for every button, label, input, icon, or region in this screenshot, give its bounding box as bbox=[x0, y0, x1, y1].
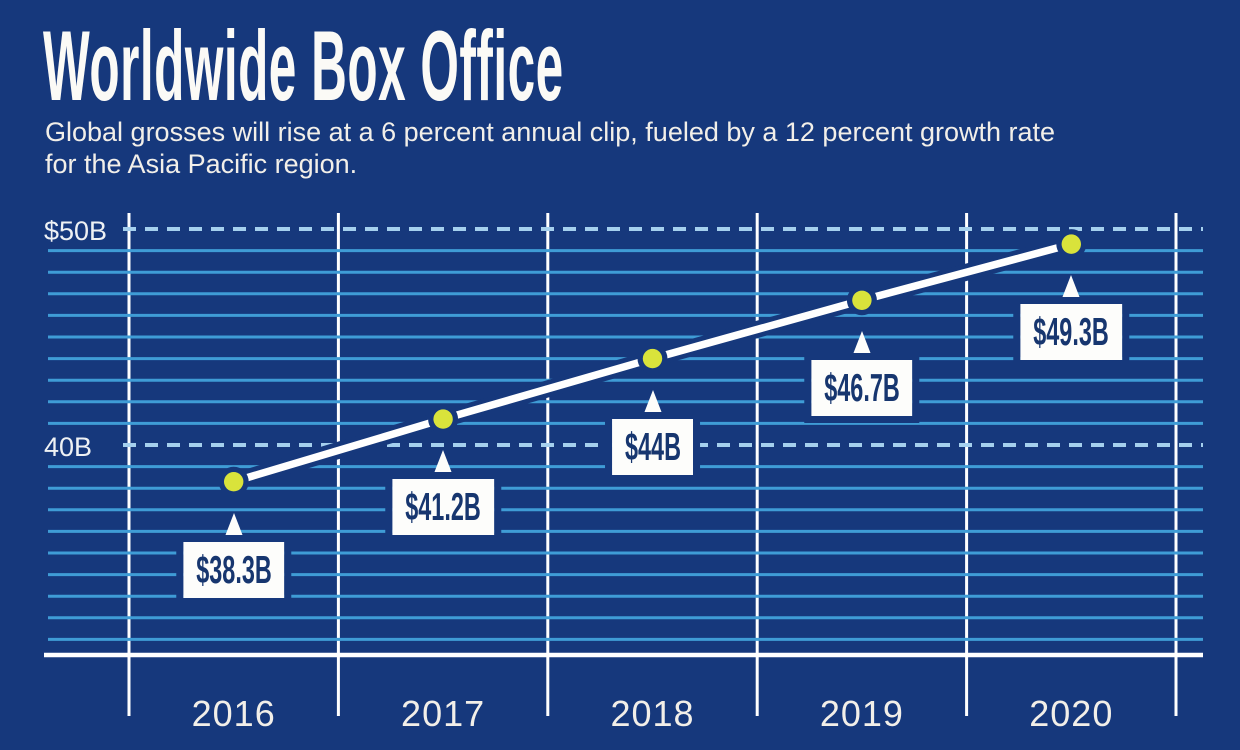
y-axis-tick-40b: 40B bbox=[44, 432, 93, 462]
page-title: Worldwide Box Office bbox=[43, 10, 564, 121]
x-axis-label-2016: 2016 bbox=[191, 693, 276, 734]
subtitle-line-2: for the Asia Pacific region. bbox=[45, 149, 358, 179]
x-axis-label-2020: 2020 bbox=[1029, 693, 1114, 734]
value-label-text: $44B bbox=[624, 425, 681, 469]
value-label-text: $38.3B bbox=[195, 548, 272, 592]
value-label-text: $41.2B bbox=[405, 486, 481, 530]
value-label-2016: $38.3B bbox=[175, 534, 292, 605]
data-point bbox=[642, 348, 663, 369]
y-axis-tick-50b: $50B bbox=[44, 216, 108, 246]
data-point bbox=[1061, 234, 1082, 254]
data-point bbox=[433, 409, 453, 429]
value-label-text: $49.3B bbox=[1033, 311, 1110, 355]
callout-pointer bbox=[221, 512, 246, 544]
x-axis-label-2017: 2017 bbox=[401, 693, 486, 734]
callout-pointer bbox=[431, 450, 456, 482]
subtitle-line-1: Global grosses will rise at a 6 percent … bbox=[45, 117, 1056, 147]
data-point bbox=[224, 472, 244, 492]
chart-subtitle: Global grosses will rise at a 6 percent … bbox=[45, 116, 1055, 180]
value-label-2018: $44B bbox=[604, 411, 701, 482]
value-label-2017: $41.2B bbox=[385, 472, 501, 543]
x-axis-label-2018: 2018 bbox=[610, 693, 695, 734]
callout-pointer bbox=[849, 331, 874, 363]
value-label-2019: $46.7B bbox=[804, 353, 920, 424]
x-axis-label-2019: 2019 bbox=[819, 693, 904, 734]
callout-pointer bbox=[640, 389, 665, 421]
data-point bbox=[852, 290, 872, 310]
value-label-text: $46.7B bbox=[824, 367, 900, 411]
callout-pointer bbox=[1059, 275, 1084, 307]
value-label-2020: $49.3B bbox=[1013, 297, 1130, 368]
